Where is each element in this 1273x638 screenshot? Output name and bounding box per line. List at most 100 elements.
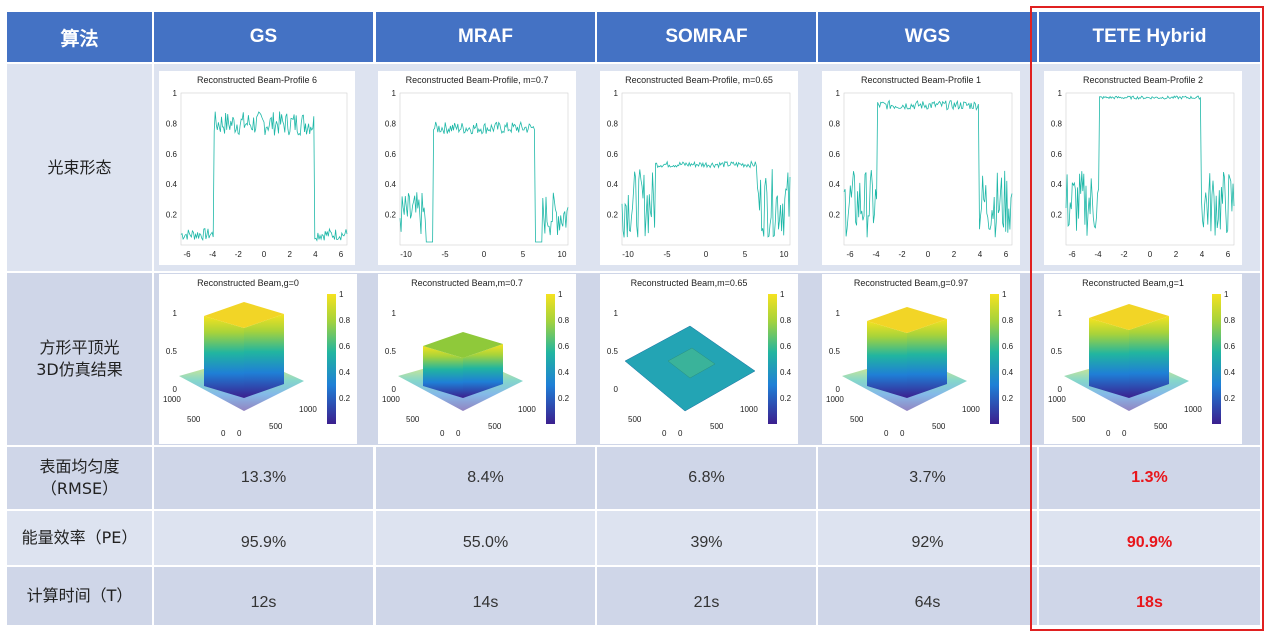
row-label-3d: 方形平顶光 3D仿真结果	[7, 273, 152, 445]
xy-tick-label: 1000	[740, 405, 758, 414]
rmse-tete: 1.3%	[1039, 447, 1260, 509]
beam3d-block-right	[907, 319, 947, 398]
colorbar-tick-label: 0.4	[558, 368, 570, 377]
xy-tick-label: 0	[900, 429, 905, 438]
colorbar	[327, 294, 336, 424]
profile-title: Reconstructed Beam-Profile, m=0.65	[625, 75, 773, 85]
xy-tick-label: 0	[678, 429, 683, 438]
beam3d-plot-wgs: Reconstructed Beam,g=0.97 0.2 0.4 0.6 0.8 1 0 0…	[822, 274, 1020, 444]
profile-trace	[621, 160, 791, 238]
pe-label-text: 能量效率（PE）	[21, 528, 138, 547]
xy-tick-label: 1000	[826, 395, 844, 404]
y-tick-label: 1	[836, 89, 841, 98]
y-tick-label: 0.6	[607, 150, 619, 159]
colorbar-tick-label: 1	[780, 290, 785, 299]
profile-label-text: 光束形态	[47, 157, 112, 177]
profile-trace	[1065, 95, 1235, 236]
colorbar-tick-label: 0.4	[339, 368, 351, 377]
y-tick-label: 0.8	[385, 119, 397, 128]
x-tick-label: -5	[663, 250, 671, 259]
z-tick-label: 0	[614, 385, 619, 394]
profile-title: Reconstructed Beam-Profile 1	[861, 75, 981, 85]
header-algorithm: 算法	[7, 12, 152, 62]
z-tick-label: 1	[1058, 309, 1063, 318]
colorbar-tick-label: 0.8	[1002, 316, 1014, 325]
x-tick-label: 0	[482, 250, 487, 259]
beam3d-plot-tete: Reconstructed Beam,g=1 0.2 0.4 0.6 0.8 1 0 0.5 1…	[1044, 274, 1242, 444]
row-label-profile: 光束形态	[7, 64, 152, 271]
profile-title: Reconstructed Beam-Profile, m=0.7	[406, 75, 549, 85]
x-tick-label: -2	[898, 250, 906, 259]
beam3d-title: Reconstructed Beam,g=1	[1082, 278, 1184, 288]
x-tick-label: -10	[622, 250, 634, 259]
y-tick-label: 0.2	[607, 211, 619, 220]
xy-tick-label: 500	[710, 422, 724, 431]
xy-tick-label: 0	[221, 429, 226, 438]
profile-plot-somraf: Reconstructed Beam-Profile, m=0.65 0.2 0.4…	[600, 71, 798, 265]
beam3d-block-top	[867, 307, 947, 333]
xy-tick-label: 500	[269, 422, 283, 431]
z-tick-label: 0	[392, 385, 397, 394]
y-tick-label: 0.8	[829, 119, 841, 128]
xy-tick-label: 1000	[163, 395, 181, 404]
profile-plot-tete: Reconstructed Beam-Profile 2 0.2 0.4 0.6 0.8…	[1044, 71, 1242, 265]
xy-tick-label: 500	[187, 415, 201, 424]
profile-trace	[180, 111, 348, 242]
beam3d-label-line2: 3D仿真结果	[36, 360, 123, 379]
profile-plot-mraf: Reconstructed Beam-Profile, m=0.7 0.2 0.4 0…	[378, 71, 576, 265]
colorbar-tick-label: 0.8	[780, 316, 792, 325]
time-gs: 12s	[154, 567, 373, 625]
xy-tick-label: 0	[1122, 429, 1127, 438]
y-tick-label: 0.2	[385, 211, 397, 220]
row-label-pe: 能量效率（PE）	[7, 511, 152, 565]
colorbar-tick-label: 0.4	[780, 368, 792, 377]
beam3d-plot-somraf: Reconstructed Beam,m=0.65 0.2 0.4 0.6 0.8 1 0 0…	[600, 274, 798, 444]
profile-title: Reconstructed Beam-Profile 6	[197, 75, 317, 85]
beam3d-block-top	[423, 332, 503, 358]
profile-frame	[1065, 92, 1235, 246]
header-mraf: MRAF	[376, 12, 595, 62]
x-tick-label: 4	[313, 250, 318, 259]
header-tete-hybrid: TETE Hybrid	[1039, 12, 1260, 62]
z-tick-label: 0.5	[385, 347, 397, 356]
xy-tick-label: 500	[406, 415, 420, 424]
beam3d-block	[667, 347, 716, 379]
row-label-rmse: 表面均匀度 （RMSE）	[7, 447, 152, 509]
colorbar-tick-label: 1	[558, 290, 563, 299]
x-tick-label: 6	[1004, 250, 1009, 259]
beam3d-plot-gs: Reconstructed Beam,g=0 0.2 0.4 0.6 0.8 1 0 0.5 1…	[159, 274, 357, 444]
x-tick-label: 2	[287, 250, 292, 259]
x-tick-label: -5	[441, 250, 449, 259]
xy-tick-label: 1000	[382, 395, 400, 404]
x-tick-label: -4	[209, 250, 217, 259]
x-tick-label: 4	[978, 250, 983, 259]
time-tete: 18s	[1039, 567, 1260, 625]
x-tick-label: -6	[846, 250, 854, 259]
xy-tick-label: 500	[1154, 422, 1168, 431]
y-tick-label: 1	[614, 89, 619, 98]
beam3d-block-right	[1129, 316, 1169, 398]
colorbar-tick-label: 0.6	[339, 342, 351, 351]
profile-title: Reconstructed Beam-Profile 2	[1083, 75, 1203, 85]
z-tick-label: 1	[173, 309, 178, 318]
xy-tick-label: 0	[237, 429, 242, 438]
header-gs: GS	[154, 12, 373, 62]
profile-frame	[843, 92, 1013, 246]
x-tick-label: 6	[1226, 250, 1231, 259]
colorbar-tick-label: 0.6	[1224, 342, 1236, 351]
colorbar-tick-label: 0.2	[339, 394, 351, 403]
xy-tick-label: 0	[456, 429, 461, 438]
x-tick-label: 0	[262, 250, 267, 259]
colorbar-tick-label: 0.4	[1002, 368, 1014, 377]
z-tick-label: 1	[836, 309, 841, 318]
pe-mraf: 55.0%	[376, 511, 595, 565]
rmse-gs: 13.3%	[154, 447, 373, 509]
colorbar-tick-label: 0.8	[339, 316, 351, 325]
beam3d-title: Reconstructed Beam,m=0.65	[631, 278, 748, 288]
beam3d-title: Reconstructed Beam,m=0.7	[411, 278, 523, 288]
xy-tick-label: 0	[662, 429, 667, 438]
x-tick-label: 2	[1174, 250, 1179, 259]
colorbar-tick-label: 1	[339, 290, 344, 299]
xy-tick-label: 500	[850, 415, 864, 424]
x-tick-label: -10	[400, 250, 412, 259]
